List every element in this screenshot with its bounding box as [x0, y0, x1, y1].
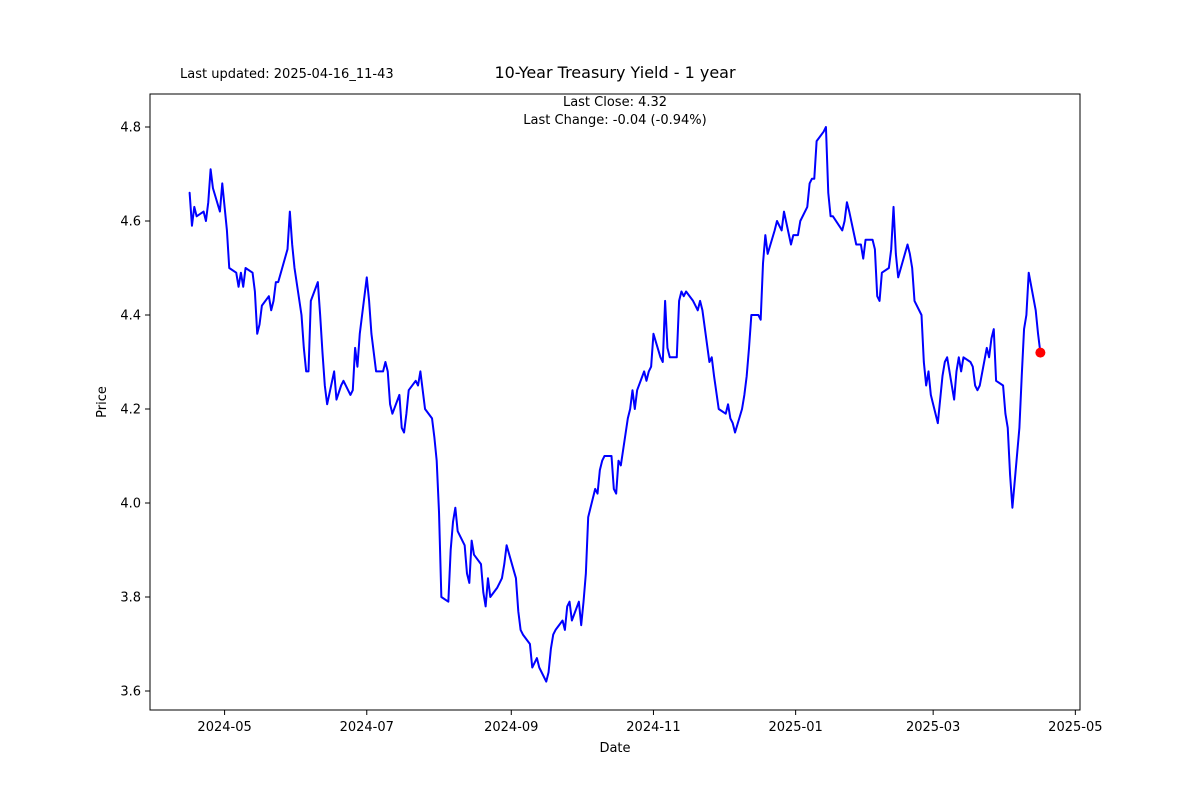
last-change-annotation: Last Change: -0.04 (-0.94%) [523, 113, 707, 128]
axes-box [149, 93, 1081, 711]
x-tick-label: 2025-03 [906, 720, 960, 735]
x-tick-label: 2024-09 [484, 720, 538, 735]
x-tick-label: 2025-05 [1048, 720, 1102, 735]
x-tick-label: 2024-05 [197, 720, 251, 735]
x-axis-label: Date [599, 741, 630, 756]
last-updated-text: Last updated: 2025-04-16_11-43 [180, 67, 394, 82]
y-tick-label: 4.2 [120, 403, 141, 418]
y-tick-label: 3.6 [120, 685, 141, 700]
x-tick-label: 2024-11 [626, 720, 680, 735]
y-tick-label: 4.6 [120, 215, 141, 230]
y-axis-label: Price [95, 386, 110, 418]
x-tick-label: 2025-01 [768, 720, 822, 735]
y-tick-label: 4.0 [120, 497, 141, 512]
yield-line [188, 126, 1042, 683]
y-tick-label: 4.4 [120, 309, 141, 324]
last-close-marker [1035, 347, 1046, 358]
y-tick-label: 3.8 [120, 591, 141, 606]
y-tick-label: 4.8 [120, 121, 141, 136]
page-title: 10-Year Treasury Yield - 1 year [494, 63, 736, 82]
last-close-annotation: Last Close: 4.32 [562, 95, 668, 110]
x-tick-label: 2024-07 [340, 720, 394, 735]
